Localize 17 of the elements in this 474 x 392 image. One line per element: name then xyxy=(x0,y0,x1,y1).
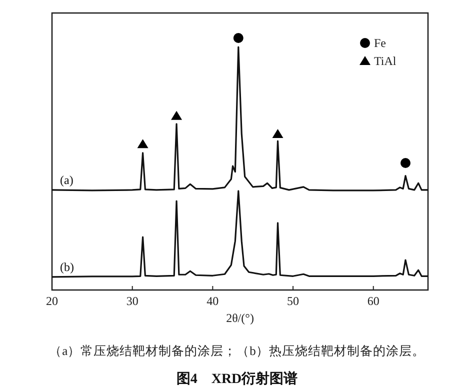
x-tick-label: 20 xyxy=(46,294,58,308)
x-tick-label: 40 xyxy=(206,294,219,308)
text: 图4 XRD衍射图谱 xyxy=(176,370,298,387)
point xyxy=(171,110,182,120)
point xyxy=(400,158,411,168)
series-label: (a) xyxy=(60,172,74,187)
x-tick-label: 30 xyxy=(126,294,138,308)
x-axis-title: 2θ/(°) xyxy=(226,311,254,325)
series-label: (b) xyxy=(60,260,74,274)
point xyxy=(137,139,148,148)
point xyxy=(233,33,244,43)
text: （a）常压烧结靶材制备的涂层；（b）热压烧结靶材制备的涂层。 xyxy=(49,344,425,358)
legend-label: Fe xyxy=(374,36,386,50)
legend-label: TiAl xyxy=(374,54,397,68)
x-tick-label: 60 xyxy=(367,294,380,308)
point xyxy=(272,129,284,138)
x-tick-label: 50 xyxy=(287,294,300,308)
